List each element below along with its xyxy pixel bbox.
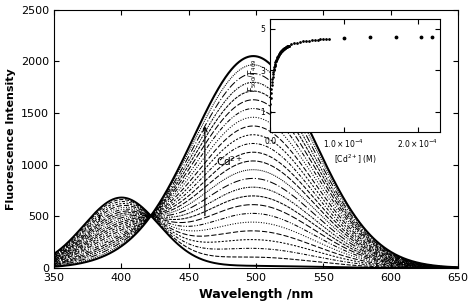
Y-axis label: Fluorescence Intensity: Fluorescence Intensity (6, 68, 16, 210)
X-axis label: Wavelength /nm: Wavelength /nm (199, 289, 313, 301)
Text: Cd$^{2+}$: Cd$^{2+}$ (216, 154, 243, 168)
